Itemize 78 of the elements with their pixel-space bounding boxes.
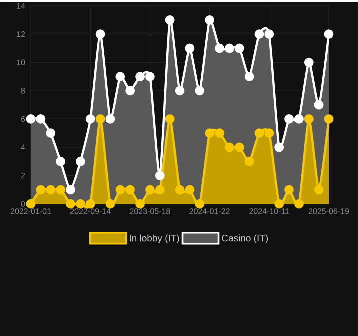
point: [185, 44, 195, 54]
point: [304, 114, 314, 124]
point: [106, 199, 116, 209]
point: [294, 114, 304, 124]
point: [165, 114, 175, 124]
y-tick-label: 4: [21, 144, 26, 150]
point: [314, 185, 324, 195]
point: [195, 86, 205, 96]
x-tick-label: 2022-09-14: [70, 208, 111, 214]
point: [36, 114, 46, 124]
point: [224, 142, 234, 152]
point: [294, 199, 304, 209]
point: [224, 44, 234, 54]
point: [155, 171, 165, 180]
point: [146, 185, 155, 195]
point: [244, 156, 254, 166]
point: [46, 185, 56, 195]
point: [76, 156, 86, 166]
x-tick-label: 2023-05-18: [130, 208, 170, 214]
point: [314, 100, 324, 110]
x-tick-label: 2022-01-01: [10, 208, 52, 214]
x-tick-label: 2024-10-11: [250, 208, 290, 214]
point: [86, 199, 96, 209]
point: [264, 30, 274, 40]
point: [96, 30, 106, 40]
point: [284, 185, 294, 195]
point: [195, 199, 205, 209]
point: [126, 185, 136, 195]
point: [116, 185, 126, 195]
point: [234, 142, 244, 152]
point: [136, 199, 145, 209]
legend-label: In lobby (IT): [130, 234, 180, 244]
y-tick-label: 14: [17, 3, 26, 9]
point: [324, 30, 334, 40]
point: [215, 128, 224, 138]
point: [66, 199, 76, 209]
point: [304, 58, 314, 68]
point: [274, 142, 284, 152]
point: [136, 72, 145, 82]
y-tick-label: 12: [17, 32, 26, 38]
point: [175, 185, 185, 195]
point: [86, 114, 96, 124]
point: [205, 15, 214, 25]
point: [66, 185, 76, 195]
point: [26, 199, 36, 209]
point: [146, 72, 155, 82]
point: [254, 30, 264, 40]
point: [126, 86, 136, 96]
y-tick-label: 0: [21, 201, 26, 207]
point: [264, 128, 274, 138]
point: [244, 72, 254, 82]
point: [106, 114, 116, 124]
point: [175, 86, 185, 96]
x-tick-label: 2024-01-22: [190, 208, 230, 214]
x-tick-label: 2025-06-19: [308, 208, 350, 214]
point: [76, 199, 86, 209]
y-tick-label: 10: [17, 60, 26, 66]
point: [254, 128, 264, 138]
point: [96, 114, 106, 124]
point: [284, 114, 294, 124]
point: [46, 128, 56, 138]
point: [155, 185, 165, 195]
point: [274, 199, 284, 209]
point: [185, 185, 195, 195]
point: [165, 15, 175, 25]
point: [116, 72, 126, 82]
point: [205, 128, 214, 138]
legend-label: Casino (IT): [222, 234, 268, 244]
point: [36, 185, 46, 195]
point: [324, 114, 334, 124]
y-tick-label: 6: [21, 116, 26, 122]
point: [56, 185, 66, 195]
y-tick-label: 8: [21, 88, 26, 94]
point: [215, 44, 224, 54]
y-tick-label: 2: [21, 172, 26, 179]
point: [56, 156, 66, 166]
point: [234, 44, 244, 54]
point: [26, 114, 36, 124]
